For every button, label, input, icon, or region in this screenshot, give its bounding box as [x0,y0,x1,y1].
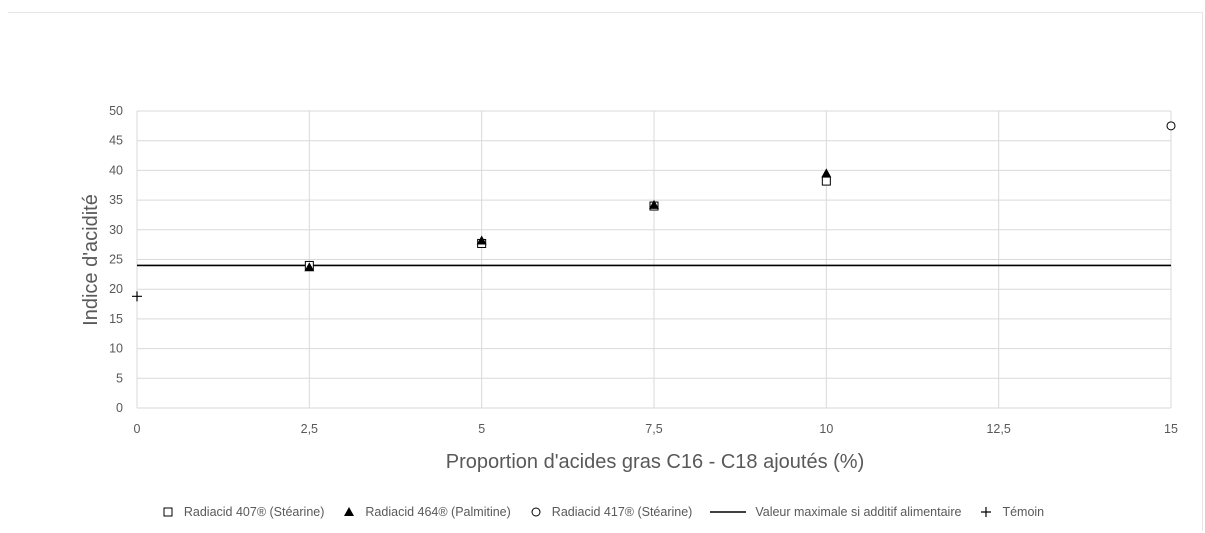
data-point-series-1 [649,199,659,209]
x-tick-label: 5 [478,422,485,436]
data-point-series-0 [821,176,831,186]
y-tick-label: 25 [109,253,123,267]
y-tick-label: 10 [109,342,123,356]
legend-symbol [344,507,355,516]
y-axis-title: Indice d'acidité [80,194,102,326]
legend-symbol [531,507,541,517]
legend-marker [710,511,747,513]
data-point-series-2 [1166,121,1176,131]
y-tick-label: 15 [109,312,123,326]
legend-symbol [163,507,173,517]
legend-label: Radiacid 407® (Stéarine) [183,505,325,519]
y-tick-label: 20 [109,282,123,296]
grid-lines [136,110,1172,409]
x-tick-label: 10 [819,422,833,436]
legend-item: Radiacid 407® (Stéarine) [161,505,325,519]
x-tick-label: 7,5 [645,422,662,436]
legend-label: Radiacid 464® (Palmitine) [365,505,511,519]
data-point-series-4 [132,291,142,302]
x-tick-label: 12,5 [986,422,1010,436]
legend-item: Radiacid 464® (Palmitine) [342,505,511,519]
data-point-series-1 [476,235,487,245]
legend-symbol [981,507,992,517]
legend-marker [163,507,173,517]
y-tick-labels: 0 5 10 15 20 25 30 35 40 45 50 [109,104,123,415]
y-tick-label: 5 [116,371,123,385]
y-tick-label: 0 [116,401,123,415]
legend-label: Valeur maximale si additif alimentaire [755,505,962,519]
data-point-series-1 [304,262,315,272]
legend-marker [344,507,355,516]
x-tick-label: 0 [134,422,141,436]
chart-area: 0 5 10 15 20 25 30 35 40 45 50 0 2,5 5 7,5 10 12,5 15 Pr… [80,104,1178,473]
y-tick-label: 35 [109,193,123,207]
legend-item: Témoin [979,505,1044,519]
chart-frame [8,12,1203,531]
legend: Radiacid 407® (Stéarine) Radiacid 464® (P… [0,505,1205,519]
y-tick-label: 50 [109,104,123,118]
legend-label: Radiacid 417® (Stéarine) [551,505,693,519]
x-axis-title: Proportion d'acides gras C16 - C18 ajout… [446,451,864,473]
data-marks [132,121,1176,302]
y-tick-label: 40 [109,163,123,177]
legend-label: Témoin [1002,505,1045,519]
legend-item: Valeur maximale si additif alimentaire [710,505,961,519]
x-tick-label: 2,5 [301,422,318,436]
x-tick-label: 15 [1164,422,1178,436]
y-tick-label: 45 [109,134,123,148]
x-tick-labels: 0 2,5 5 7,5 10 12,5 15 [134,422,1178,436]
data-point-series-1 [821,168,832,178]
legend-item: Radiacid 417® (Stéarine) [529,505,693,519]
legend-marker [531,507,541,517]
legend-marker [981,507,992,517]
y-tick-label: 30 [109,223,123,237]
